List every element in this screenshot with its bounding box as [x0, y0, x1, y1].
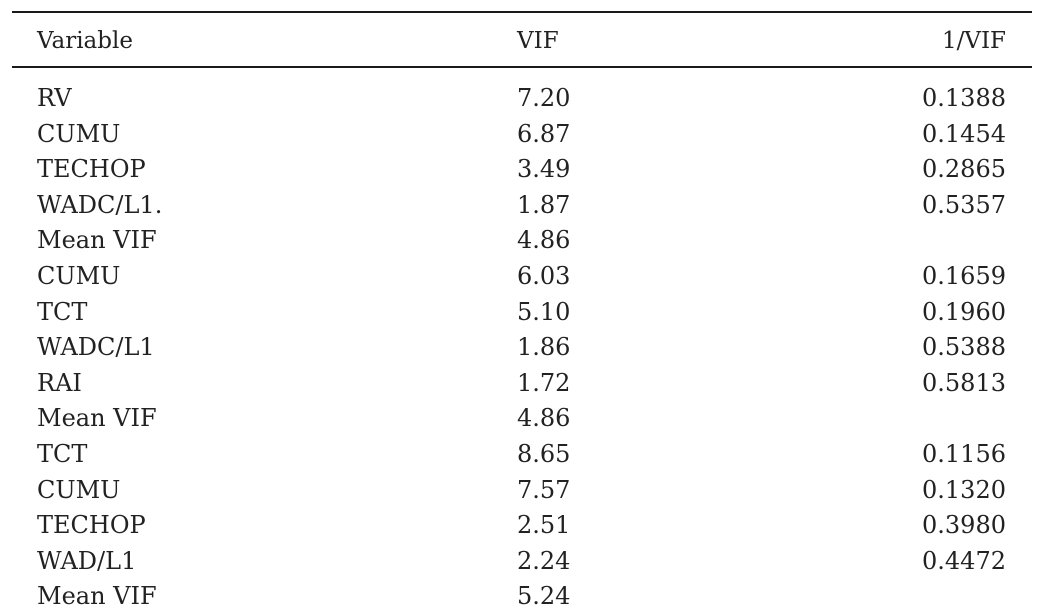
- cell-vif: 2.51: [517, 511, 571, 540]
- cell-vif: 5.10: [517, 297, 571, 326]
- cell-vif: 7.57: [517, 475, 571, 504]
- cell-vif: 4.86: [517, 404, 571, 433]
- table-row: CUMU 7.57 0.1320: [12, 473, 1032, 509]
- cell-inverse-vif: 0.1659: [922, 261, 1006, 290]
- cell-variable: Mean VIF: [37, 226, 157, 255]
- cell-vif: 6.03: [517, 261, 571, 290]
- cell-vif: 2.24: [517, 546, 571, 575]
- table-row: TCT 8.65 0.1156: [12, 437, 1032, 473]
- cell-variable: CUMU: [37, 119, 121, 148]
- cell-variable: CUMU: [37, 261, 121, 290]
- cell-vif: 7.20: [517, 84, 571, 112]
- cell-variable: TECHOP: [37, 511, 146, 540]
- table-row: Mean VIF 5.24: [12, 579, 1032, 615]
- cell-variable: RAI: [37, 368, 82, 397]
- cell-vif: 8.65: [517, 439, 571, 468]
- cell-vif: 4.86: [517, 226, 571, 255]
- header-vif: VIF: [517, 28, 559, 54]
- cell-variable: CUMU: [37, 475, 121, 504]
- table-row: CUMU 6.03 0.1659: [12, 259, 1032, 295]
- vif-table: Variable VIF 1/VIF RV 7.20 0.1388 CUMU 6.87 0…: [12, 11, 1032, 615]
- cell-vif: 5.24: [517, 582, 571, 611]
- header-variable: Variable: [37, 28, 133, 54]
- cell-inverse-vif: 0.4472: [922, 546, 1006, 575]
- table-row: WAD/L1 2.24 0.4472: [12, 544, 1032, 580]
- top-rule: [12, 11, 1032, 13]
- cell-inverse-vif: 0.5813: [922, 368, 1006, 397]
- table-row: TECHOP 2.51 0.3980: [12, 508, 1032, 544]
- cell-inverse-vif: 0.1960: [922, 297, 1006, 326]
- cell-vif: 1.87: [517, 190, 571, 219]
- table-row: TECHOP 3.49 0.2865: [12, 152, 1032, 188]
- table-header: Variable VIF 1/VIF: [12, 13, 1032, 66]
- table-body: RV 7.20 0.1388 CUMU 6.87 0.1454 TECHOP 3.49 0.28…: [12, 68, 1032, 615]
- table-row: TCT 5.10 0.1960: [12, 295, 1032, 331]
- header-rule: [12, 66, 1032, 68]
- table-row: Mean VIF 4.86: [12, 401, 1032, 437]
- table-row: RV 7.20 0.1388: [12, 81, 1032, 117]
- cell-variable: TECHOP: [37, 155, 146, 184]
- cell-vif: 6.87: [517, 119, 571, 148]
- header-inverse-vif: 1/VIF: [941, 28, 1006, 54]
- table-row: CUMU 6.87 0.1454: [12, 117, 1032, 153]
- cell-inverse-vif: 0.3980: [922, 511, 1006, 540]
- table-row: Mean VIF 4.86: [12, 223, 1032, 259]
- cell-vif: 1.86: [517, 333, 571, 362]
- cell-inverse-vif: 0.1320: [922, 475, 1006, 504]
- cell-inverse-vif: 0.5357: [922, 190, 1006, 219]
- cell-inverse-vif: 0.1454: [922, 119, 1006, 148]
- cell-variable: WADC/L1: [37, 333, 155, 362]
- cell-vif: 3.49: [517, 155, 571, 184]
- cell-inverse-vif: 0.5388: [922, 333, 1006, 362]
- table-row: WADC/L1 1.86 0.5388: [12, 330, 1032, 366]
- cell-inverse-vif: 0.1156: [922, 439, 1006, 468]
- table-row: WADC/L1. 1.87 0.5357: [12, 188, 1032, 224]
- cell-variable: WAD/L1: [37, 546, 137, 575]
- cell-inverse-vif: 0.1388: [922, 84, 1006, 112]
- cell-vif: 1.72: [517, 368, 571, 397]
- cell-variable: WADC/L1.: [37, 190, 163, 219]
- cell-variable: Mean VIF: [37, 582, 157, 611]
- cell-variable: Mean VIF: [37, 404, 157, 433]
- cell-variable: RV: [37, 84, 72, 112]
- cell-variable: TCT: [37, 439, 88, 468]
- cell-inverse-vif: 0.2865: [922, 155, 1006, 184]
- table-row: RAI 1.72 0.5813: [12, 366, 1032, 402]
- cell-variable: TCT: [37, 297, 88, 326]
